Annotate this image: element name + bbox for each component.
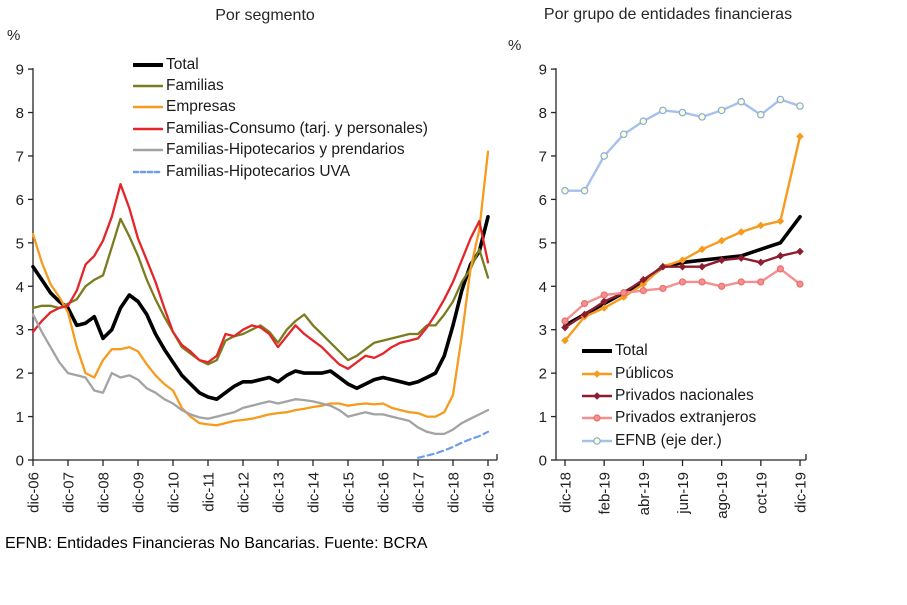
y-tick-label: 7 xyxy=(16,148,24,165)
legend-item-hipotecarios-uva: Familias-Hipotecarios UVA xyxy=(132,161,428,182)
y-tick-label: 6 xyxy=(16,192,24,209)
right-y-axis-unit: % xyxy=(508,37,522,54)
y-tick-label: 1 xyxy=(539,409,547,426)
line-swatch-familias xyxy=(132,80,164,92)
left-chart-title: Por segmento xyxy=(215,7,315,24)
series-markers xyxy=(561,95,804,195)
left-y-axis-unit: % xyxy=(7,27,21,44)
y-tick-label: 5 xyxy=(539,235,547,252)
left-chart-legend: Total Familias Empresas Familias-Consumo… xyxy=(132,54,428,182)
y-tick-label: 4 xyxy=(16,279,24,296)
x-tick-label: dic-07 xyxy=(61,472,78,513)
source-footnote: EFNB: Entidades Financieras No Bancarias… xyxy=(5,535,428,552)
line-swatch-total xyxy=(132,59,164,71)
x-tick-label: dic-10 xyxy=(166,472,183,513)
series-markers xyxy=(561,132,804,345)
right-chart-title: Por grupo de entidades financieras xyxy=(543,6,793,23)
x-tick-label: dic-12 xyxy=(236,472,253,513)
legend-label: Total xyxy=(615,342,648,360)
line-swatch-hipotecarios-prendarios xyxy=(132,144,164,156)
series-line xyxy=(416,430,490,459)
line-swatch-empresas xyxy=(132,101,164,113)
legend-item-total-entidades: Total xyxy=(581,340,756,362)
legend-label: EFNB (eje der.) xyxy=(615,431,722,449)
series-line xyxy=(31,183,490,370)
line-swatch-total-entidades xyxy=(581,345,613,357)
x-tick-label: dic-09 xyxy=(131,472,148,513)
y-tick-label: 7 xyxy=(539,148,547,165)
y-tick-label: 6 xyxy=(539,192,547,209)
legend-item-efnb: EFNB (eje der.) xyxy=(581,430,756,452)
x-tick-label: oct-19 xyxy=(753,472,770,514)
legend-item-privados-extranjeros: Privados extranjeros xyxy=(581,407,757,429)
series-markers xyxy=(561,247,804,332)
series-markers xyxy=(561,265,804,325)
legend-label: Total xyxy=(166,55,199,73)
x-tick-label: ago-19 xyxy=(714,472,731,519)
legend-item-familias-consumo: Familias-Consumo (tarj. y personales) xyxy=(132,118,428,139)
y-tick-label: 5 xyxy=(16,235,24,252)
line-swatch-publicos xyxy=(581,368,613,380)
right-chart-legend: Total Públicos Privados nacionales Priva… xyxy=(581,340,757,452)
y-tick-label: 0 xyxy=(16,453,24,470)
legend-label: Privados nacionales xyxy=(615,386,754,404)
y-tick-label: 1 xyxy=(16,409,24,426)
legend-item-publicos: Públicos xyxy=(581,362,756,384)
series-line xyxy=(31,313,490,436)
x-tick-label: dic-19 xyxy=(793,472,810,513)
legend-item-hipotecarios-prendarios: Familias-Hipotecarios y prendarios xyxy=(132,140,428,161)
x-tick-label: feb-19 xyxy=(597,472,614,515)
line-swatch-privados-nacionales xyxy=(581,390,613,402)
y-tick-label: 2 xyxy=(539,366,547,383)
legend-label: Familias-Hipotecarios UVA xyxy=(166,162,351,180)
legend-label: Empresas xyxy=(166,98,236,116)
legend-item-privados-nacionales: Privados nacionales xyxy=(581,385,756,407)
x-tick-label: dic-16 xyxy=(376,472,393,513)
y-tick-label: 2 xyxy=(16,366,24,383)
y-tick-label: 8 xyxy=(16,105,24,122)
legend-label: Familias xyxy=(166,77,224,95)
y-tick-label: 4 xyxy=(539,279,547,296)
left-chart-plot: 0 1 2 3 4 5 6 7 8 9 dic-06 dic-07 dic-08 dic-09 dic-10… xyxy=(16,62,498,513)
legend-label: Familias-Hipotecarios y prendarios xyxy=(166,141,405,159)
line-swatch-familias-consumo xyxy=(132,123,164,135)
series-line xyxy=(563,267,802,323)
x-tick-label: abr-19 xyxy=(636,472,653,515)
right-chart-plot: 0 1 2 3 4 5 6 7 8 9 dic-18 feb-19 abr-19 jun-19 ago-19… xyxy=(539,62,810,519)
line-swatch-efnb xyxy=(581,435,613,447)
y-tick-label: 9 xyxy=(16,62,24,79)
x-tick-label: dic-18 xyxy=(558,472,575,513)
legend-label: Privados extranjeros xyxy=(615,409,757,427)
legend-label: Familias-Consumo (tarj. y personales) xyxy=(166,119,428,137)
y-tick-label: 9 xyxy=(539,62,547,79)
y-tick-label: 3 xyxy=(16,322,24,339)
legend-item-empresas: Empresas xyxy=(132,97,428,118)
y-tick-label: 0 xyxy=(539,453,547,470)
x-tick-label: dic-13 xyxy=(271,472,288,513)
line-swatch-hipotecarios-uva xyxy=(132,166,164,178)
legend-label: Públicos xyxy=(615,364,674,382)
x-tick-label: dic-06 xyxy=(26,472,43,513)
series-line xyxy=(563,135,802,342)
x-tick-label: jun-19 xyxy=(675,472,692,515)
x-tick-label: dic-18 xyxy=(446,472,463,513)
legend-item-familias: Familias xyxy=(132,75,428,96)
x-tick-label: dic-15 xyxy=(341,472,358,513)
y-tick-label: 8 xyxy=(539,105,547,122)
x-tick-label: dic-14 xyxy=(306,472,323,513)
x-tick-label: dic-19 xyxy=(481,472,498,513)
x-tick-label: dic-11 xyxy=(201,472,218,512)
series-line xyxy=(31,150,490,427)
line-swatch-privados-extranjeros xyxy=(581,412,613,424)
y-tick-label: 3 xyxy=(539,322,547,339)
legend-item-total: Total xyxy=(132,54,428,75)
series-line xyxy=(31,217,490,366)
x-tick-label: dic-08 xyxy=(96,472,113,513)
series-line xyxy=(31,215,490,401)
x-tick-label: dic-17 xyxy=(411,472,428,513)
